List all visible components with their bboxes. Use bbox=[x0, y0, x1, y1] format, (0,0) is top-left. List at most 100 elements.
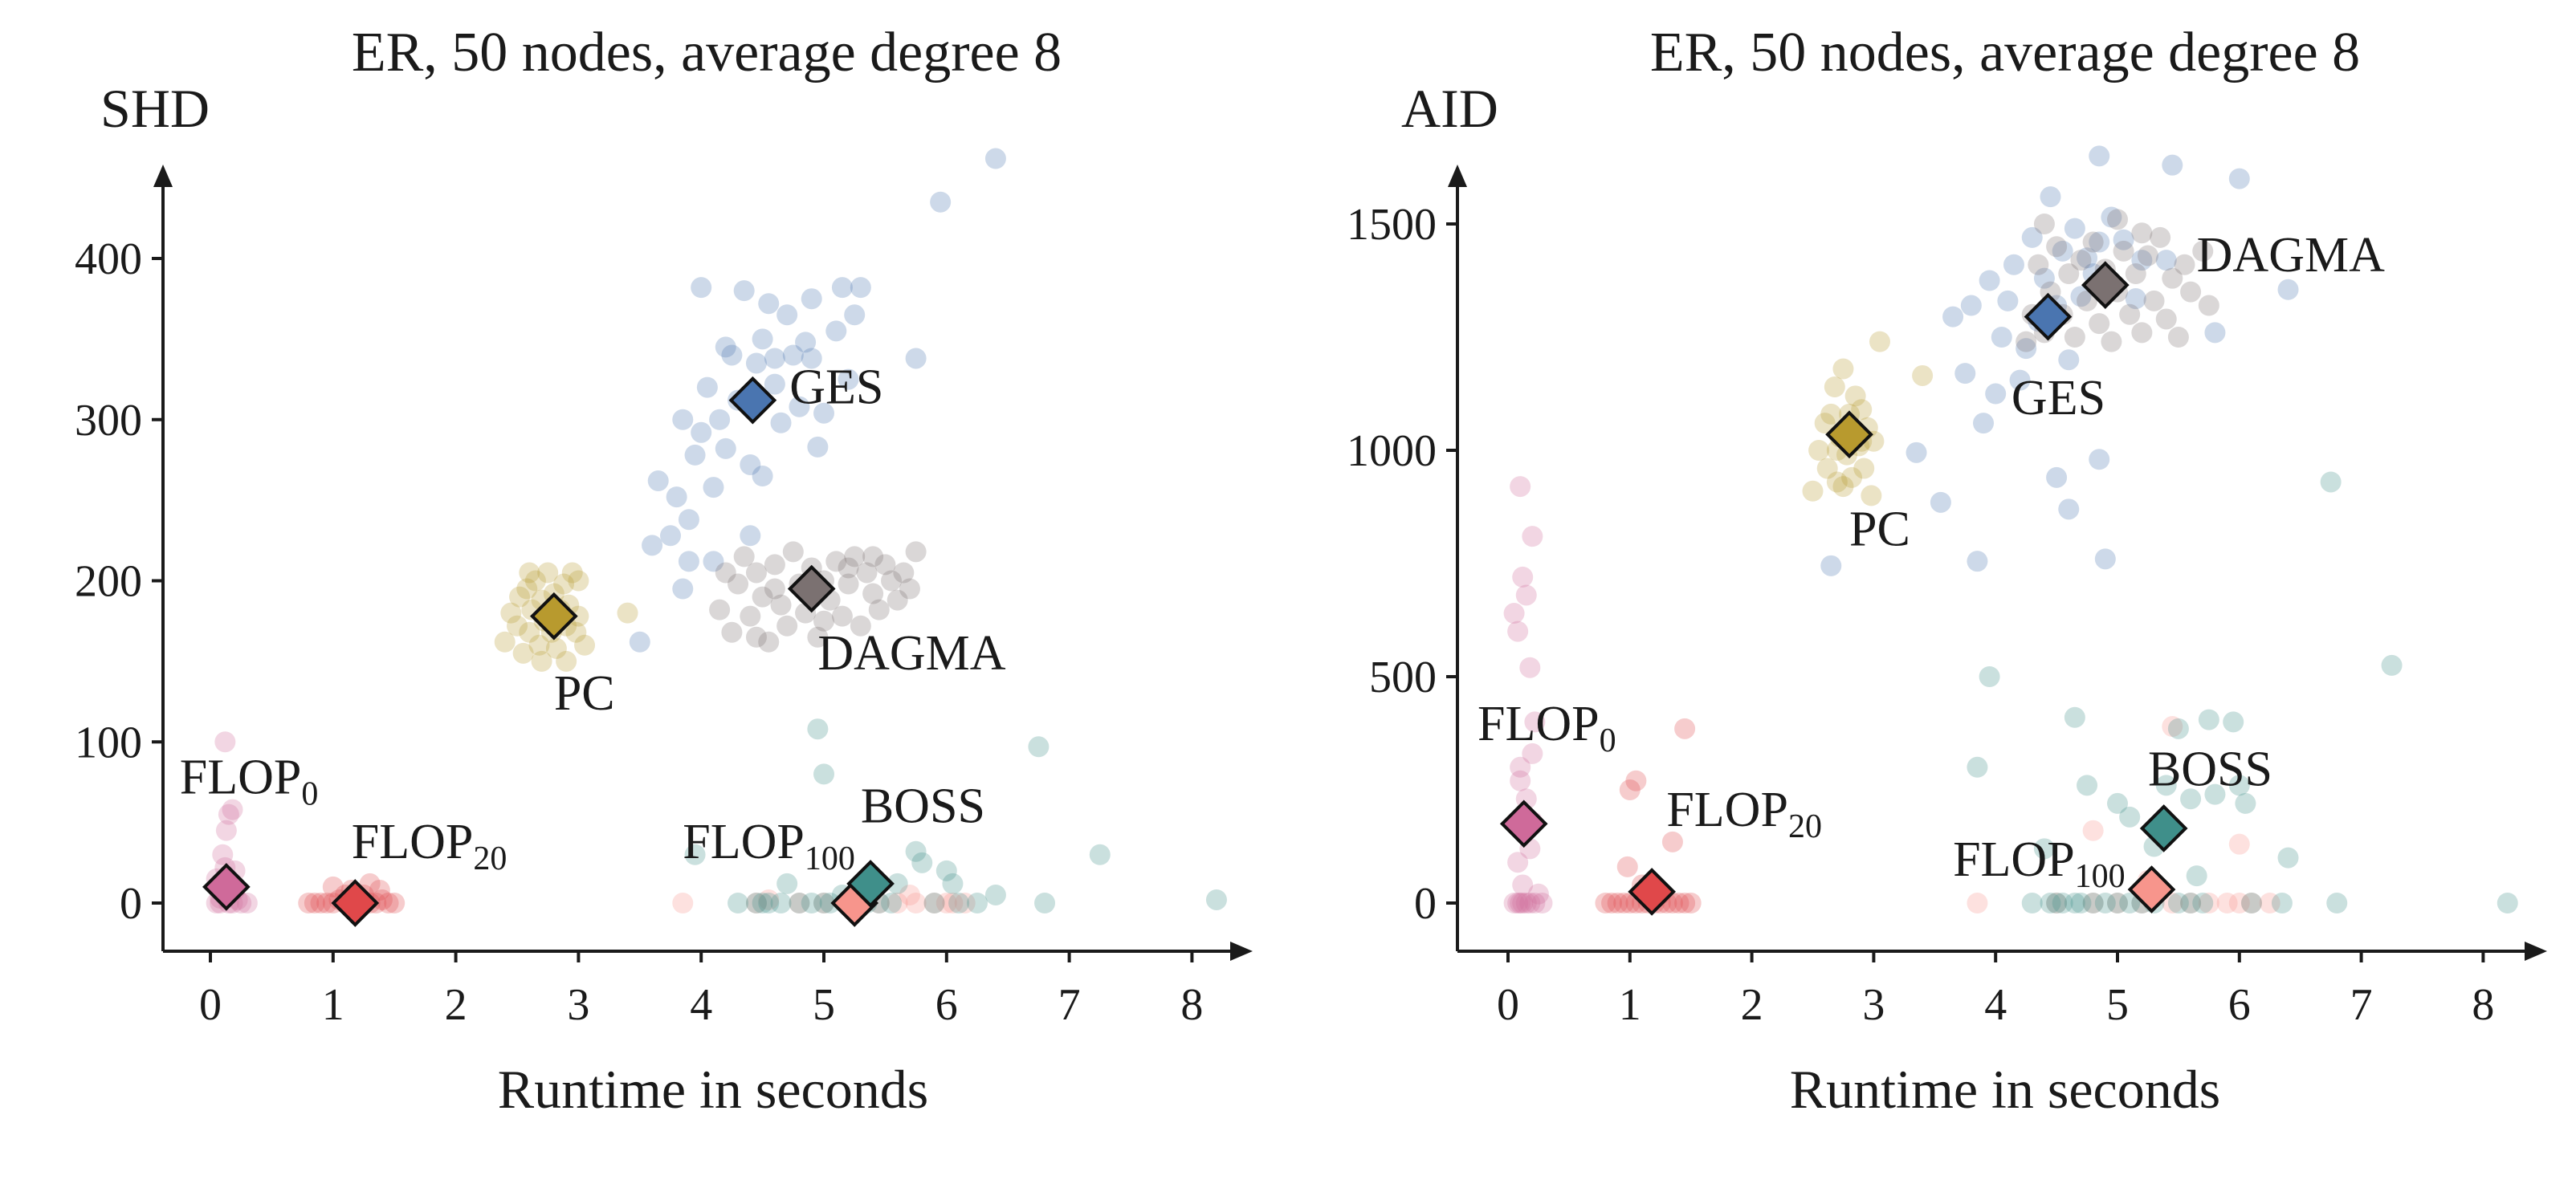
series-pc bbox=[1802, 331, 1934, 507]
data-point bbox=[1954, 363, 1976, 384]
data-point bbox=[2064, 327, 2085, 348]
data-point bbox=[2228, 833, 2250, 855]
data-point bbox=[1668, 893, 1689, 913]
data-point bbox=[733, 546, 755, 568]
data-point bbox=[2058, 263, 2080, 285]
data-point bbox=[862, 583, 884, 604]
data-point bbox=[1619, 779, 1641, 800]
x-tick-label: 0 bbox=[199, 980, 222, 1030]
data-point bbox=[666, 486, 687, 508]
data-point bbox=[212, 844, 234, 865]
data-point bbox=[715, 437, 736, 459]
data-point bbox=[2064, 893, 2085, 913]
data-point bbox=[758, 631, 780, 653]
data-point bbox=[807, 626, 829, 648]
data-point bbox=[691, 421, 712, 443]
data-point bbox=[715, 336, 736, 358]
data-point bbox=[519, 621, 540, 643]
data-point bbox=[507, 615, 528, 637]
data-point bbox=[1991, 327, 2012, 348]
data-point bbox=[2064, 706, 2085, 728]
data-point bbox=[304, 893, 325, 913]
data-point bbox=[795, 332, 817, 353]
x-tick-label: 5 bbox=[813, 980, 835, 1030]
data-point bbox=[672, 578, 694, 600]
x-tick-label: 8 bbox=[2472, 980, 2494, 1030]
y-tick-label: 500 bbox=[1369, 653, 1437, 702]
data-point bbox=[838, 573, 859, 595]
data-point bbox=[893, 562, 915, 584]
data-point bbox=[709, 599, 731, 620]
data-point bbox=[752, 893, 773, 913]
data-point bbox=[745, 352, 767, 374]
x-tick-label: 2 bbox=[1741, 980, 1763, 1030]
data-point bbox=[899, 578, 920, 600]
data-point bbox=[696, 376, 718, 398]
data-point bbox=[1601, 893, 1623, 913]
data-point bbox=[789, 396, 810, 417]
data-point bbox=[1979, 270, 2000, 291]
data-point bbox=[2028, 254, 2049, 275]
data-point bbox=[1820, 555, 1842, 576]
method-label-pc: PC bbox=[554, 666, 615, 721]
data-point bbox=[825, 320, 847, 342]
data-point bbox=[782, 344, 804, 366]
mean-marker-pc bbox=[530, 592, 578, 641]
data-point bbox=[844, 304, 866, 326]
data-point bbox=[942, 873, 964, 894]
data-point bbox=[215, 820, 237, 841]
data-point bbox=[2277, 847, 2299, 869]
data-point bbox=[2180, 893, 2202, 913]
data-point bbox=[1507, 852, 1529, 873]
data-point bbox=[574, 634, 596, 656]
data-point bbox=[2162, 267, 2183, 289]
data-point bbox=[721, 621, 743, 643]
data-point bbox=[2089, 449, 2110, 470]
x-tick-label: 2 bbox=[445, 980, 467, 1030]
data-point bbox=[1507, 620, 1529, 642]
data-point bbox=[2033, 838, 2055, 860]
data-point bbox=[369, 879, 390, 901]
data-point bbox=[728, 893, 749, 913]
data-point bbox=[782, 541, 804, 563]
method-label-flop20: FLOP20 bbox=[352, 815, 507, 877]
data-point bbox=[660, 525, 681, 547]
y-tick-label: 0 bbox=[1414, 879, 1437, 929]
data-point bbox=[1841, 466, 1863, 488]
data-point bbox=[758, 293, 780, 315]
data-point bbox=[2162, 154, 2183, 176]
data-point bbox=[629, 631, 650, 653]
mean-marker-flop0 bbox=[1499, 799, 1548, 848]
data-point bbox=[2016, 331, 2037, 352]
x-axis-label: Runtime in seconds bbox=[1790, 1059, 2220, 1120]
data-point bbox=[740, 605, 761, 627]
data-point bbox=[1832, 476, 1854, 498]
y-tick-label: 200 bbox=[75, 557, 142, 607]
mean-marker-dagma bbox=[2081, 261, 2130, 309]
data-point bbox=[801, 348, 822, 369]
data-point bbox=[494, 631, 516, 653]
data-point bbox=[2155, 250, 2177, 271]
data-point bbox=[745, 562, 767, 584]
x-tick-label: 4 bbox=[1984, 980, 2007, 1030]
data-point bbox=[935, 860, 957, 881]
data-point bbox=[2082, 820, 2104, 841]
data-point bbox=[838, 368, 859, 390]
data-point bbox=[2137, 245, 2158, 266]
data-point bbox=[703, 551, 724, 572]
data-point bbox=[2186, 865, 2207, 887]
data-point bbox=[1985, 383, 2007, 405]
data-point bbox=[2497, 893, 2518, 913]
data-point bbox=[1930, 491, 1951, 513]
data-point bbox=[1205, 889, 1227, 910]
data-point bbox=[1613, 893, 1635, 913]
series-boss bbox=[1967, 471, 2518, 913]
data-point bbox=[905, 893, 927, 913]
data-point bbox=[519, 562, 540, 584]
data-point bbox=[758, 889, 780, 910]
data-point bbox=[1515, 584, 1537, 606]
data-point bbox=[2101, 206, 2122, 228]
y-tick-label: 0 bbox=[120, 879, 142, 929]
data-point bbox=[2070, 893, 2092, 913]
data-point bbox=[2167, 893, 2189, 913]
